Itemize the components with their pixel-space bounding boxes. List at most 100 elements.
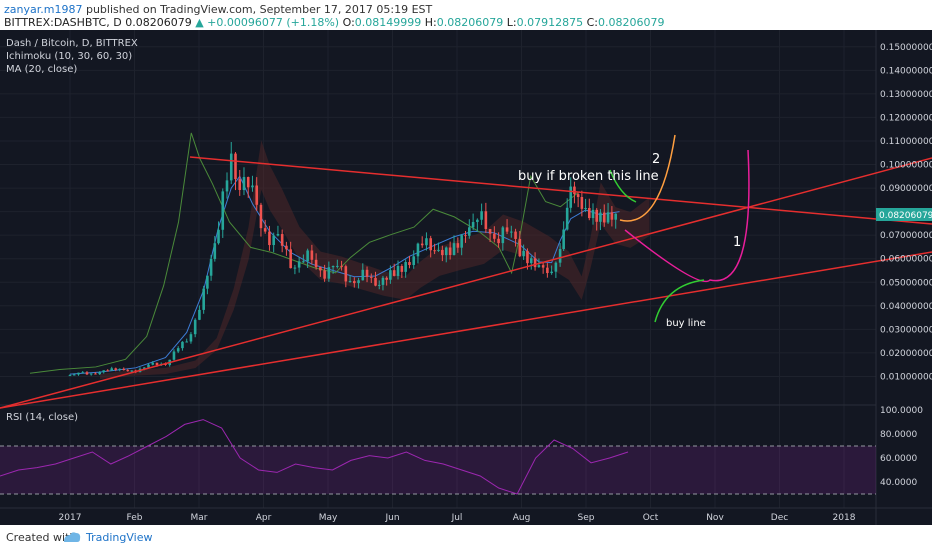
tradingview-logo-icon xyxy=(64,532,81,542)
trendlines[interactable] xyxy=(0,156,932,409)
candle-body xyxy=(602,212,606,223)
candle-body xyxy=(444,247,448,256)
publish-line: zanyar.m1987 published on TradingView.co… xyxy=(4,3,432,16)
candle-body xyxy=(268,231,271,246)
candle-body xyxy=(389,270,392,280)
chart-canvas[interactable]: 0.15000000 0.14000000 0.13000000 0.12000000… xyxy=(0,30,932,525)
time-tick-label: Aug xyxy=(513,513,531,523)
candle-body xyxy=(202,288,205,310)
candle-body xyxy=(280,234,284,246)
last-price: 0.08206079 xyxy=(125,16,192,29)
candle-body xyxy=(147,364,150,368)
close-value: 0.08206079 xyxy=(597,16,665,29)
open-label: O: xyxy=(342,16,355,29)
last-price-tag-text: 0.08206079 xyxy=(879,211,932,221)
high-label: H: xyxy=(424,16,437,29)
trendline-support-upper xyxy=(0,157,932,409)
price-tick-label: 0.15000000 xyxy=(880,43,932,53)
time-tick-label: Jun xyxy=(384,513,399,523)
price-tick-label: 0.01000000 xyxy=(880,372,932,382)
candle-body xyxy=(85,372,89,375)
legend-ichimoku: Ichimoku (10, 30, 60, 30) xyxy=(6,51,132,62)
candle-body xyxy=(456,243,460,248)
high-value: 0.08206079 xyxy=(436,16,504,29)
candle-body xyxy=(122,368,126,371)
candle-body xyxy=(68,375,72,377)
time-axis[interactable]: 2017 Feb Mar Apr May Jun Jul Aug Sep Oct Nov Dec 201… xyxy=(59,513,856,523)
candle-body xyxy=(584,208,587,210)
candle-body xyxy=(587,208,591,219)
candle-body xyxy=(580,197,584,209)
chart-area[interactable]: 0.15000000 0.14000000 0.13000000 0.12000000… xyxy=(0,30,932,525)
candle-body xyxy=(151,362,155,365)
rsi-tick-label: 40.0000 xyxy=(880,478,917,488)
candle-body xyxy=(102,370,106,373)
buy-break-arrow xyxy=(609,169,637,203)
legend-ma: MA (20, close) xyxy=(6,64,77,75)
candle-body xyxy=(606,212,610,223)
rsi-tick-label: 100.0000 xyxy=(880,406,923,416)
time-tick-label: Jul xyxy=(451,513,463,523)
candle-body xyxy=(118,368,122,370)
candle-body xyxy=(493,233,496,239)
candle-body xyxy=(164,363,167,365)
price-tick-label: 0.04000000 xyxy=(880,302,932,312)
time-tick-label: Mar xyxy=(191,513,208,523)
candle-body xyxy=(404,262,407,272)
candle-body xyxy=(81,372,85,374)
candle-body xyxy=(293,267,297,269)
candle-body xyxy=(344,266,348,282)
candle-body xyxy=(573,186,576,195)
candle-body xyxy=(142,367,146,369)
candles xyxy=(68,141,618,377)
candle-body xyxy=(310,250,314,260)
candle-body xyxy=(408,262,411,266)
candle-body xyxy=(505,227,509,232)
ichimoku-cloud xyxy=(100,140,650,379)
candle-body xyxy=(242,177,246,191)
candle-body xyxy=(89,373,93,375)
candle-body xyxy=(213,243,217,259)
author-link[interactable]: zanyar.m1987 xyxy=(4,3,83,16)
candle-body xyxy=(558,249,562,263)
candle-body xyxy=(546,267,549,274)
scenario-paths[interactable] xyxy=(609,134,750,323)
candle-body xyxy=(176,348,180,352)
published-text: published on TradingView.com, September … xyxy=(85,3,433,16)
chart-header: zanyar.m1987 published on TradingView.co… xyxy=(0,0,932,30)
candle-body xyxy=(488,229,492,234)
candle-body xyxy=(289,249,292,269)
annotation-buy-line: buy line xyxy=(666,318,706,329)
candle-body xyxy=(357,280,360,284)
candle-body xyxy=(306,250,309,262)
candle-body xyxy=(565,207,569,230)
time-tick-label: Nov xyxy=(706,513,724,523)
candle-body xyxy=(225,180,229,192)
candle-body xyxy=(381,277,385,285)
footer: Created with TradingView xyxy=(0,525,932,550)
candle-body xyxy=(576,194,580,198)
candle-body xyxy=(448,247,452,255)
last-price-badge xyxy=(876,208,932,221)
candle-body xyxy=(420,243,424,246)
candle-body xyxy=(94,373,97,375)
candle-body xyxy=(255,185,259,205)
tradingview-link[interactable]: TradingView xyxy=(86,531,153,544)
annotation-scenario-1: 1 xyxy=(733,235,741,250)
time-tick-label: May xyxy=(319,513,338,523)
candle-body xyxy=(221,191,225,230)
candle-body xyxy=(476,219,479,223)
price-tick-label: 0.09000000 xyxy=(880,184,932,194)
candle-body xyxy=(526,250,529,264)
rsi-axis[interactable]: 100.0000 80.0000 60.0000 40.0000 xyxy=(880,406,923,488)
candle-body xyxy=(323,270,326,279)
candle-body xyxy=(98,372,102,375)
candle-body xyxy=(537,265,541,268)
candle-body xyxy=(172,351,176,360)
candle-body xyxy=(229,153,233,181)
candle-body xyxy=(259,204,263,229)
price-tick-label: 0.12000000 xyxy=(880,113,932,123)
candle-body xyxy=(514,231,517,239)
candle-body xyxy=(110,368,114,371)
candle-body xyxy=(429,238,432,251)
